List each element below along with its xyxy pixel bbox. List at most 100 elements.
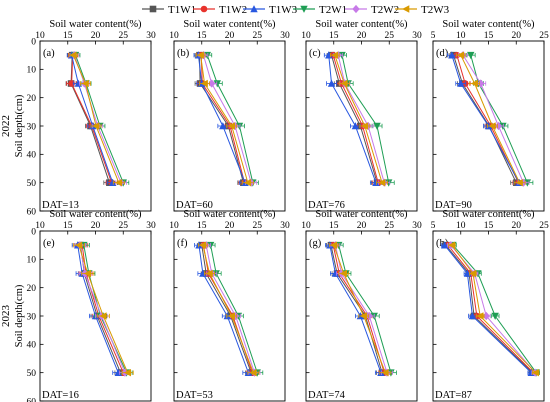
series-line (341, 55, 390, 183)
dat-label: DAT=87 (435, 390, 472, 401)
x-tick-label: 20 (512, 221, 522, 231)
series-line (456, 55, 519, 183)
x-tick-label: 10 (35, 221, 45, 231)
series-t2w2 (330, 241, 393, 377)
data-point (339, 269, 348, 278)
series-line (451, 55, 520, 183)
x-tick-label: 5 (431, 31, 436, 41)
data-point (329, 241, 338, 249)
x-tick-label: 25 (119, 221, 129, 231)
series-line (332, 245, 385, 373)
year-label: 2022 (0, 115, 12, 137)
x-tick-label: 10 (301, 31, 311, 41)
panel-d: 5 10 15 20 25 Soil water content(%) (d) DAT=90 (431, 19, 549, 212)
legend-label: T2W2 (371, 4, 399, 16)
data-point (456, 51, 465, 59)
series-line (338, 245, 392, 373)
series-t2w3 (72, 241, 134, 377)
x-tick-label: 25 (539, 221, 549, 231)
data-point (327, 79, 336, 87)
series-line (330, 245, 383, 373)
data-point (440, 241, 449, 249)
data-point (447, 241, 456, 249)
series-t1w1 (442, 241, 537, 376)
series-line (462, 54, 524, 183)
x-axis-title: Soil water content(%) (49, 19, 142, 30)
series-line (337, 55, 385, 183)
series-line (210, 245, 258, 373)
x-tick-label: 25 (253, 221, 263, 231)
data-point (83, 269, 92, 278)
data-point (196, 51, 204, 59)
series-line (331, 55, 378, 183)
data-point (381, 368, 389, 377)
series-line (200, 55, 245, 183)
series-t2w3 (195, 51, 254, 187)
data-point (365, 311, 373, 321)
series-line (201, 245, 252, 373)
series-line (202, 55, 252, 183)
x-tick-label: 30 (146, 221, 156, 231)
series-t2w1 (70, 51, 130, 187)
series-line (78, 245, 129, 373)
legend-item-t2w1: T2W1 (293, 4, 347, 16)
x-axis-title: Soil water content(%) (315, 19, 408, 30)
series-t1w1 (326, 51, 383, 186)
series-line (79, 245, 126, 373)
series-line (447, 244, 534, 374)
legend-item-t1w1: T1W1 (142, 4, 196, 16)
series-t2w1 (449, 241, 540, 377)
panel-g: 10 15 20 25 30 Soil water content(%) (g) DAT=74 (301, 209, 422, 402)
series-line (470, 55, 528, 183)
data-point (488, 122, 496, 130)
x-tick-label: 20 (357, 221, 367, 231)
series-t2w1 (465, 51, 534, 187)
panel-letter: (g) (309, 238, 322, 249)
series-t2w3 (68, 51, 125, 187)
series-line (83, 245, 128, 373)
data-point (92, 122, 100, 130)
data-point (373, 122, 381, 130)
series-t2w2 (198, 51, 258, 187)
series-t2w1 (205, 241, 264, 377)
data-point (123, 368, 131, 377)
data-point (457, 79, 465, 87)
series-t2w2 (201, 241, 261, 377)
series-line (71, 55, 114, 183)
data-point (114, 178, 123, 187)
y-tick-label: 0 (31, 37, 36, 47)
series-t2w2 (69, 51, 127, 187)
series-line (334, 55, 383, 183)
legend-item-t2w3: T2W3 (395, 4, 450, 16)
x-tick-label: 25 (385, 31, 395, 41)
panel-letter: (b) (177, 48, 190, 59)
y-axis-title: Soil depth(cm) (14, 94, 25, 157)
dat-label: DAT=76 (308, 200, 345, 211)
data-point (198, 241, 207, 249)
panel-f: 10 15 20 25 30 Soil water content(%) (f) DAT=53 (169, 209, 290, 402)
data-point (330, 51, 339, 59)
x-tick-label: 5 (431, 221, 436, 231)
data-point (81, 79, 89, 88)
series-line (332, 55, 379, 183)
data-point (476, 312, 484, 320)
legend-label: T2W3 (421, 4, 450, 16)
panel-letter: (f) (177, 238, 188, 249)
dat-label: DAT=16 (42, 390, 79, 401)
x-tick-label: 10 (456, 221, 466, 231)
x-tick-label: 30 (412, 221, 422, 231)
data-point (200, 79, 208, 88)
data-point (372, 178, 380, 186)
legend-marker (250, 5, 258, 13)
series-t1w3 (323, 51, 382, 186)
data-point (109, 178, 117, 186)
series-t2w1 (337, 51, 395, 187)
y-tick-label: 30 (27, 312, 37, 322)
y-tick-label: 40 (27, 151, 37, 161)
series-t1w2 (328, 241, 391, 376)
legend-marker (300, 5, 308, 13)
legend-item-t1w2: T1W2 (193, 4, 247, 16)
